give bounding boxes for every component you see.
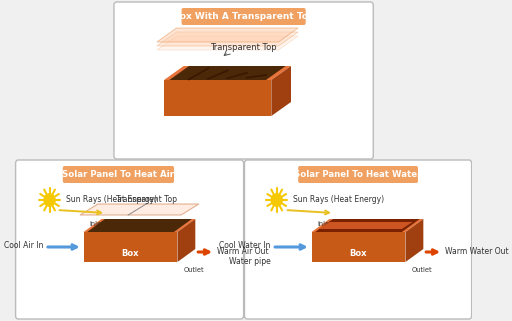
Text: Inlet: Inlet [317,221,332,227]
Text: Box: Box [121,249,139,258]
Text: Box: Box [226,120,245,129]
Polygon shape [312,219,423,232]
Text: Cool Air In: Cool Air In [4,241,44,250]
FancyBboxPatch shape [298,166,418,183]
Polygon shape [169,66,286,80]
Polygon shape [83,219,195,232]
Polygon shape [83,232,178,262]
FancyBboxPatch shape [182,8,306,25]
Text: Solar Panel To Heat Air: Solar Panel To Heat Air [62,170,175,179]
Polygon shape [406,219,423,262]
Text: Sun Rays (Heat Energy): Sun Rays (Heat Energy) [66,195,157,204]
Polygon shape [157,28,298,42]
Text: Inlet: Inlet [89,221,103,227]
Text: Warm Water Out: Warm Water Out [445,247,508,256]
Text: Transparent Top: Transparent Top [116,195,177,204]
Text: Solar Panel To Heat Water: Solar Panel To Heat Water [294,170,422,179]
Polygon shape [315,219,420,232]
Polygon shape [178,219,195,262]
Text: Transparent Top: Transparent Top [210,44,277,53]
Text: Cool Water In: Cool Water In [219,241,270,250]
Polygon shape [164,66,291,80]
FancyBboxPatch shape [114,2,373,159]
Polygon shape [312,232,406,262]
Text: Sun Rays (Heat Energy): Sun Rays (Heat Energy) [293,195,384,204]
Text: Water pipe: Water pipe [229,256,270,265]
Text: Box: Box [349,249,367,258]
Text: Box With A Transparent Top: Box With A Transparent Top [173,12,314,21]
Polygon shape [157,36,298,50]
Circle shape [44,194,55,206]
Polygon shape [80,204,199,215]
Polygon shape [87,219,191,232]
Polygon shape [157,32,298,46]
Text: Outlet: Outlet [411,267,432,273]
Text: Outlet: Outlet [183,267,204,273]
Circle shape [271,194,282,206]
FancyBboxPatch shape [15,160,244,319]
Polygon shape [318,222,413,229]
FancyBboxPatch shape [245,160,472,319]
Text: Warm Air Out: Warm Air Out [217,247,268,256]
FancyBboxPatch shape [63,166,174,183]
Polygon shape [271,66,291,116]
Polygon shape [164,80,271,116]
